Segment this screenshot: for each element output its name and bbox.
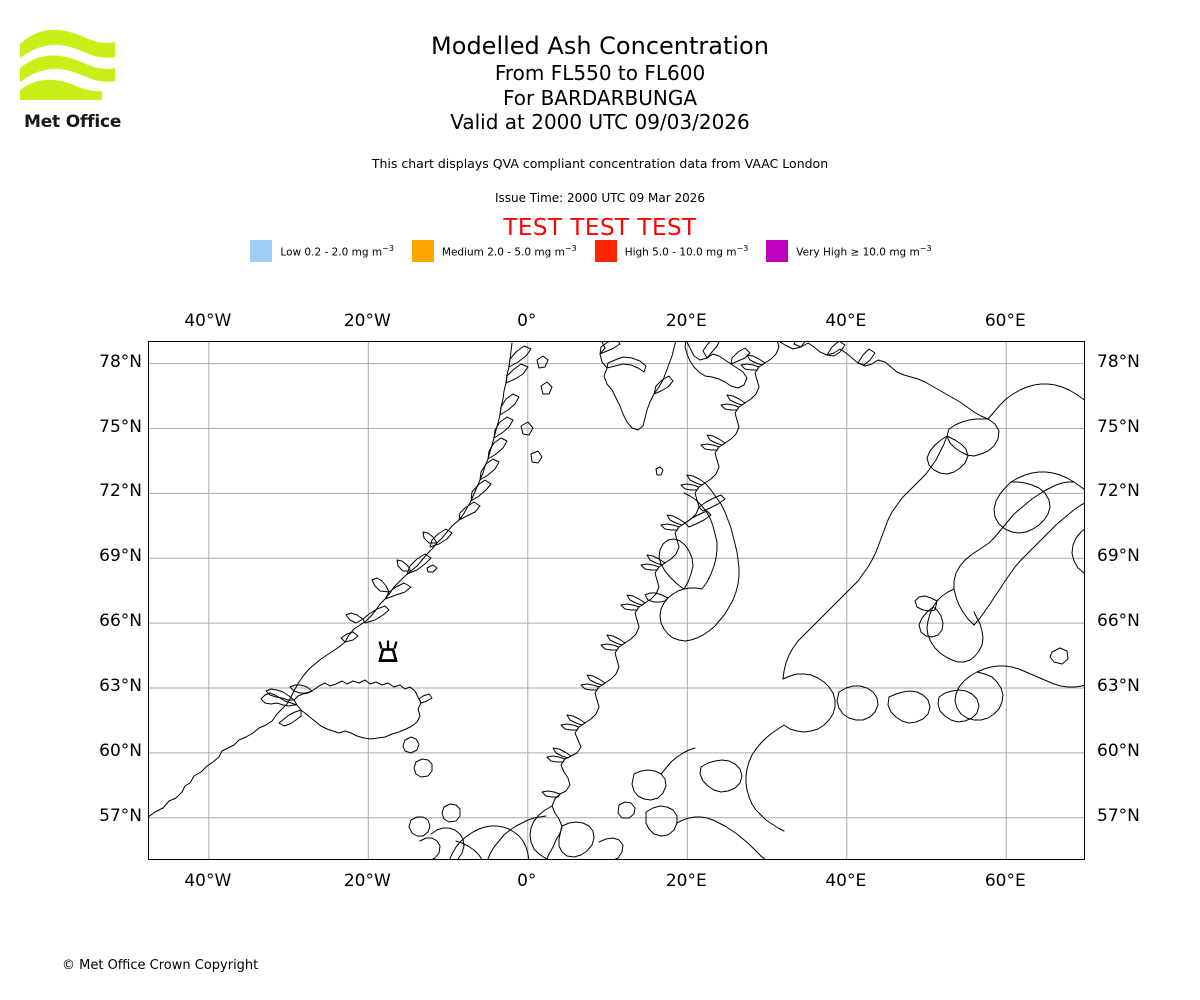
map-canvas <box>149 342 1084 859</box>
legend-swatch-medium <box>411 240 434 262</box>
legend-label-medium: Medium 2.0 - 5.0 mg m−3 <box>441 243 577 259</box>
xtick-top-40°W: 40°W <box>184 311 232 331</box>
ytick-left-60°N: 60°N <box>99 740 142 761</box>
map-frame <box>148 341 1085 860</box>
logo-waves-icon <box>20 29 115 100</box>
volcano-marker-icon <box>378 640 398 662</box>
ytick-left-78°N: 78°N <box>99 351 142 372</box>
test-banner: TEST TEST TEST <box>503 215 697 241</box>
title-flight-levels: From FL550 to FL600 <box>494 61 706 85</box>
concentration-legend: Low 0.2 - 2.0 mg m−3 Medium 2.0 - 5.0 mg… <box>0 240 1200 262</box>
ytick-left-69°N: 69°N <box>99 546 142 567</box>
legend-label-very-high: Very High ≥ 10.0 mg m−3 <box>796 243 932 259</box>
xtick-top-0°: 0° <box>517 311 537 331</box>
legend-swatch-very-high <box>766 240 789 262</box>
issue-time: Issue Time: 2000 UTC 09 Mar 2026 <box>494 191 706 205</box>
ytick-right-63°N: 63°N <box>1097 676 1140 696</box>
legend-swatch-high <box>594 240 617 262</box>
copyright-notice: © Met Office Crown Copyright <box>62 958 259 973</box>
ytick-right-60°N: 60°N <box>1097 740 1140 761</box>
legend-item-very-high: Very High ≥ 10.0 mg m−3 <box>766 240 932 262</box>
ytick-right-72°N: 72°N <box>1097 481 1140 502</box>
xtick-bottom-60°E: 60°E <box>984 871 1026 891</box>
title-valid-time: Valid at 2000 UTC 09/03/2026 <box>450 110 750 134</box>
title-block: Modelled Ash Concentration From FL550 to… <box>0 0 1200 135</box>
xtick-top-60°E: 60°E <box>984 311 1026 331</box>
ytick-left-57°N: 57°N <box>99 805 142 826</box>
ytick-left-75°N: 75°N <box>99 416 142 437</box>
xtick-top-40°E: 40°E <box>825 311 867 331</box>
legend-swatch-low <box>250 240 273 262</box>
graticule <box>149 342 1084 859</box>
xtick-bottom-20°E: 20°E <box>665 871 707 891</box>
title-volcano: For BARDARBUNGA <box>502 85 698 110</box>
legend-label-high: High 5.0 - 10.0 mg m−3 <box>624 243 749 259</box>
coastlines <box>149 342 1084 859</box>
ytick-left-72°N: 72°N <box>99 481 142 502</box>
xtick-top-20°W: 20°W <box>343 311 391 331</box>
ytick-left-63°N: 63°N <box>99 676 142 696</box>
xtick-bottom-40°E: 40°E <box>825 871 867 891</box>
ytick-right-78°N: 78°N <box>1097 351 1140 372</box>
ytick-left-66°N: 66°N <box>99 611 142 632</box>
ytick-right-69°N: 69°N <box>1097 546 1140 567</box>
ash-concentration-map: 40°W 40°W 20°W 20°W 0° 0° 20°E 20°E 40°E 40°E 60°E… <box>99 311 1140 891</box>
xtick-bottom-40°W: 40°W <box>184 871 232 891</box>
xtick-top-20°E: 20°E <box>665 311 707 331</box>
xtick-bottom-20°W: 20°W <box>343 871 391 891</box>
page-title: Modelled Ash Concentration <box>431 32 769 60</box>
legend-label-low: Low 0.2 - 2.0 mg m−3 <box>280 243 394 259</box>
legend-item-high: High 5.0 - 10.0 mg m−3 <box>594 240 749 262</box>
volcano-marker-layer <box>378 640 398 662</box>
legend-item-low: Low 0.2 - 2.0 mg m−3 <box>250 240 394 262</box>
met-office-logo: Met Office <box>12 22 142 132</box>
ytick-right-75°N: 75°N <box>1097 416 1140 437</box>
qva-subtitle: This chart displays QVA compliant concen… <box>371 156 829 171</box>
legend-item-medium: Medium 2.0 - 5.0 mg m−3 <box>411 240 577 262</box>
ytick-right-57°N: 57°N <box>1097 805 1140 826</box>
ytick-right-66°N: 66°N <box>1097 611 1140 632</box>
logo-wordmark: Met Office <box>24 112 122 132</box>
xtick-bottom-0°: 0° <box>517 871 537 891</box>
